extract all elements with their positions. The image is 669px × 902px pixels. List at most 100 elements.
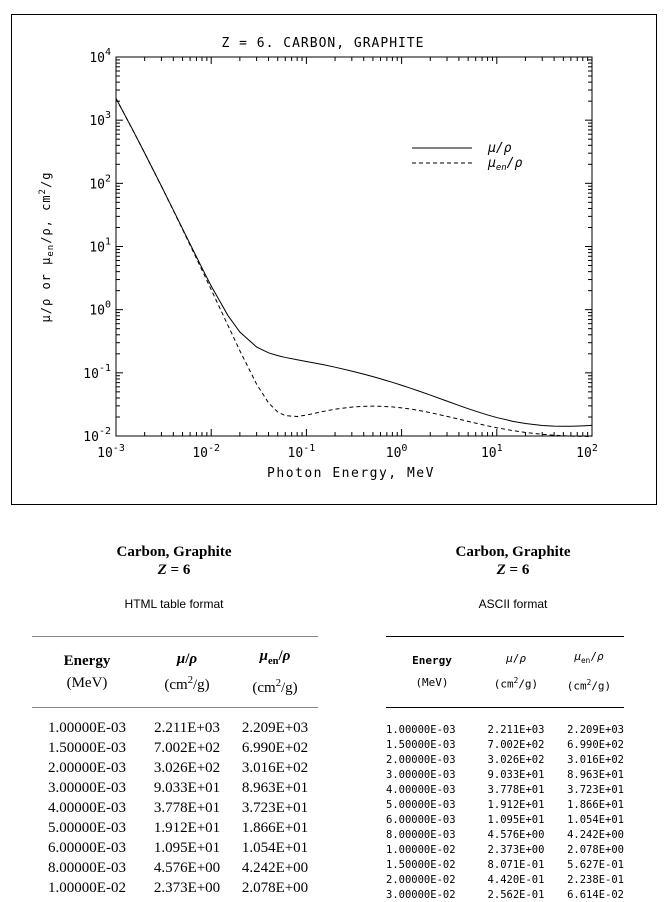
ascii-cell-muen: 3.723E+01 [567,783,624,796]
plot-area [115,56,593,437]
y-axis-label: μ/ρ or μen/ρ, cm2/g [38,172,56,323]
chart-svg: Z = 6. CARBON, GRAPHITE 10-3 10-2 10-1 100 1… [38,36,598,481]
ascii-row: 1.50000E-02 8.071E-01 5.627E-01 [386,857,624,872]
series-mu-line [115,98,593,427]
ascii-row: 4.00000E-03 3.778E+01 3.723E+01 [386,782,624,797]
cell-energy: 1.50000E-03 [48,739,126,756]
cell-muen: 6.990E+02 [241,739,309,756]
ascii-row: 1.50000E-03 7.002E+02 6.990E+02 [386,737,624,752]
cell-mu: 1.912E+01 [153,819,221,836]
curves [115,98,593,438]
chart-title: Z = 6. CARBON, GRAPHITE [221,36,424,51]
table-top-rule [32,636,318,637]
ascii-cell-mu: 1.095E+01 [487,813,545,826]
ascii-cell-muen: 2.238E-01 [567,873,624,886]
ascii-cell-energy: 1.50000E-03 [386,738,456,751]
ascii-cell-mu: 2.562E-01 [487,888,545,901]
right-panel-title: Carbon, Graphite Z = 6 [413,543,613,579]
ascii-cell-muen: 1.866E+01 [567,798,624,811]
left-title-text: Carbon, Graphite [116,544,232,560]
ascii-row: 1.00000E-03 2.211E+03 2.209E+03 [386,722,624,737]
ascii-header-mu: μ/ρ (cm2/g) [493,652,539,691]
x-tick-label: 101 [481,443,503,461]
table-row: 5.00000E-03 1.912E+01 1.866E+01 [32,818,318,838]
table-row: 2.00000E-03 3.026E+02 3.016E+02 [32,758,318,778]
ascii-cell-mu: 7.002E+02 [487,738,545,751]
ascii-cell-mu: 8.071E-01 [487,858,545,871]
ascii-cell-mu: 1.912E+01 [487,798,545,811]
ascii-cell-muen: 2.078E+00 [567,843,624,856]
cell-energy: 4.00000E-03 [48,799,126,816]
cell-energy: 6.00000E-03 [48,839,126,856]
cell-mu: 7.002E+02 [153,739,221,756]
x-tick-label: 10-2 [192,443,220,461]
ascii-row: 3.00000E-02 2.562E-01 6.614E-02 [386,887,624,902]
ascii-header: Energy (MeV) μ/ρ (cm2/g) μen/ρ (cm2/g) [386,637,624,707]
ascii-cell-muen: 8.963E+01 [567,768,624,781]
y-tick-label: 102 [89,173,111,192]
y-tick-label: 101 [89,237,111,256]
table-header: Energy (MeV) μ/ρ (cm2/g) μen/ρ (cm2/g) [32,637,318,707]
ascii-row: 1.00000E-02 2.373E+00 2.078E+00 [386,842,624,857]
cell-muen: 3.016E+02 [241,759,309,776]
cell-muen: 8.963E+01 [241,779,309,796]
cell-energy: 5.00000E-03 [48,819,126,836]
left-z-label: Z = 6 [157,562,191,578]
cell-mu: 2.211E+03 [154,719,220,736]
y-tick-label: 10-2 [83,426,111,445]
right-format-label: ASCII format [478,597,548,611]
ascii-cell-energy: 1.00000E-03 [386,723,456,736]
header-mu: μ/ρ (cm2/g) [164,651,210,693]
table-row: 1.00000E-03 2.211E+03 2.209E+03 [32,718,318,738]
cell-muen: 1.866E+01 [241,819,309,836]
ascii-cell-mu: 9.033E+01 [487,768,545,781]
legend-label: μ/ρ [487,141,512,156]
table-row: 8.00000E-03 4.576E+00 4.242E+00 [32,858,318,878]
y-tick-labels: 10-2 10-1 100 101 102 103 104 [83,47,111,445]
y-tick-label: 104 [89,47,111,66]
x-tick-label: 102 [576,443,598,461]
cell-mu: 3.778E+01 [153,799,221,816]
ascii-header-muen: μen/ρ (cm2/g) [566,650,612,693]
cell-energy: 3.00000E-03 [48,779,126,796]
ascii-cell-muen: 5.627E-01 [567,858,624,871]
ascii-cell-muen: 4.242E+00 [567,828,624,841]
ascii-row: 2.00000E-02 4.420E-01 2.238E-01 [386,872,624,887]
y-tick-label: 103 [89,110,111,129]
cell-muen: 2.078E+00 [241,879,309,896]
html-data-table: Energy (MeV) μ/ρ (cm2/g) μen/ρ (cm2/g) 1.0… [32,636,318,898]
ascii-cell-muen: 3.016E+02 [567,753,624,766]
x-tick-label: 10-1 [288,443,316,461]
x-tick-labels: 10-3 10-2 10-1 100 101 102 [97,443,598,461]
ascii-cell-mu: 2.373E+00 [487,843,545,856]
ascii-cell-energy: 1.50000E-02 [386,858,456,871]
ascii-row: 2.00000E-03 3.026E+02 3.016E+02 [386,752,624,767]
axis-ticks [115,56,593,437]
cell-energy: 1.00000E-02 [48,879,126,896]
ascii-cell-mu: 3.778E+01 [487,783,545,796]
ascii-cell-mu: 4.420E-01 [487,873,545,886]
y-tick-label: 10-1 [83,363,111,382]
ascii-cell-muen: 6.614E-02 [567,888,624,901]
ascii-row: 3.00000E-03 9.033E+01 8.963E+01 [386,767,624,782]
ascii-cell-energy: 8.00000E-03 [386,828,456,841]
cell-muen: 3.723E+01 [241,799,309,816]
ascii-cell-muen: 1.054E+01 [567,813,624,826]
table-header-rule [32,707,318,708]
ascii-cell-energy: 2.00000E-03 [386,753,456,766]
table-body: 1.00000E-03 2.211E+03 2.209E+03 1.50000E-03… [32,718,318,898]
ascii-header-energy: Energy (MeV) [412,654,452,689]
attenuation-chart: Z = 6. CARBON, GRAPHITE 10-3 10-2 10-1 100 1… [11,14,657,505]
ascii-cell-mu: 3.026E+02 [487,753,545,766]
x-axis-label: Photon Energy, MeV [267,466,435,481]
right-title-text: Carbon, Graphite [455,544,571,560]
cell-mu: 1.095E+01 [153,839,221,856]
header-muen: μen/ρ (cm2/g) [252,648,298,696]
ascii-cell-energy: 5.00000E-03 [386,798,456,811]
ascii-data-table: Energy (MeV) μ/ρ (cm2/g) μen/ρ (cm2/g) 1.0… [386,636,624,902]
ascii-row: 5.00000E-03 1.912E+01 1.866E+01 [386,797,624,812]
x-tick-label: 10-3 [97,443,125,461]
ascii-body: 1.00000E-03 2.211E+03 2.209E+03 1.50000E-03… [386,722,624,902]
cell-mu: 9.033E+01 [153,779,221,796]
